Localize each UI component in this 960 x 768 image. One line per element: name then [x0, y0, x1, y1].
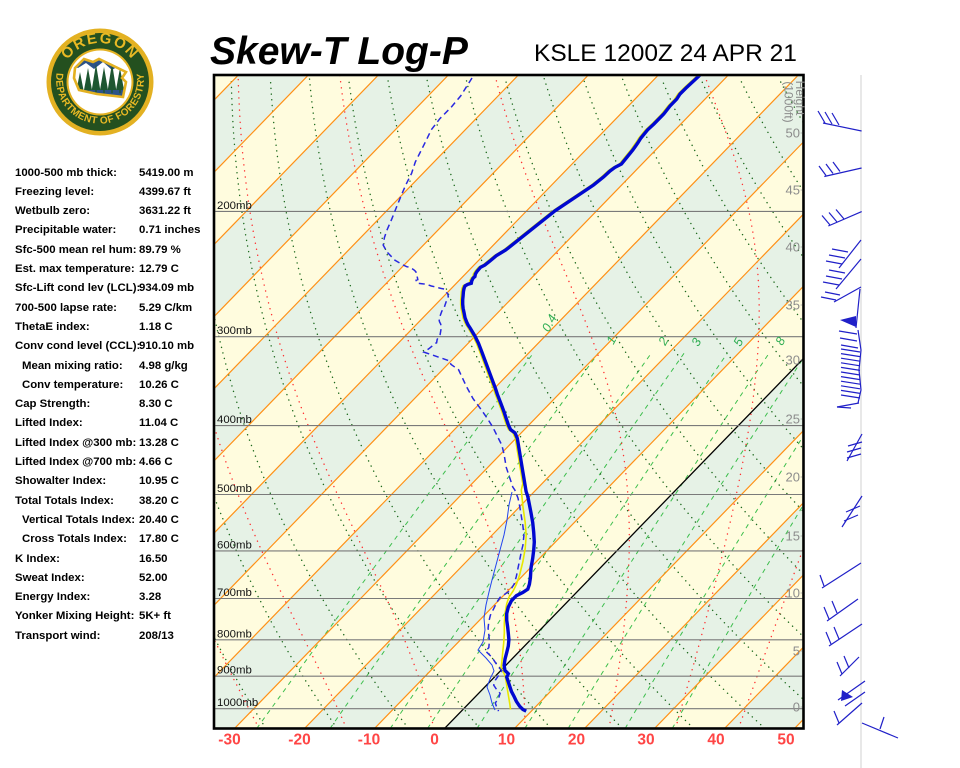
svg-text:40: 40	[707, 732, 724, 749]
svg-text:10: 10	[786, 586, 800, 601]
svg-text:30: 30	[637, 732, 654, 749]
svg-text:600mb: 600mb	[217, 539, 252, 551]
svg-text:50: 50	[786, 126, 800, 141]
svg-text:35: 35	[786, 298, 800, 313]
svg-text:-10: -10	[358, 732, 380, 749]
svg-text:20: 20	[786, 470, 800, 485]
svg-text:5: 5	[793, 644, 800, 659]
svg-text:0: 0	[793, 700, 800, 715]
svg-text:-20: -20	[288, 732, 310, 749]
svg-text:200mb: 200mb	[217, 200, 252, 212]
svg-text:10: 10	[498, 732, 515, 749]
svg-text:40: 40	[786, 240, 800, 255]
svg-text:800mb: 800mb	[217, 628, 252, 640]
svg-text:(1000ft): (1000ft)	[782, 81, 796, 122]
svg-text:300mb: 300mb	[217, 325, 252, 337]
svg-text:700mb: 700mb	[217, 587, 252, 599]
svg-text:-30: -30	[218, 732, 240, 749]
svg-text:500mb: 500mb	[217, 483, 252, 495]
svg-text:Height: Height	[793, 81, 807, 116]
svg-text:400mb: 400mb	[217, 414, 252, 426]
svg-text:1000mb: 1000mb	[217, 697, 258, 709]
svg-text:0: 0	[430, 732, 439, 749]
svg-text:45: 45	[786, 183, 800, 198]
svg-text:50: 50	[777, 732, 794, 749]
svg-text:25: 25	[786, 412, 800, 427]
svg-text:15: 15	[786, 529, 800, 544]
svg-text:900mb: 900mb	[217, 665, 252, 677]
svg-text:20: 20	[568, 732, 585, 749]
svg-text:30: 30	[786, 353, 800, 368]
